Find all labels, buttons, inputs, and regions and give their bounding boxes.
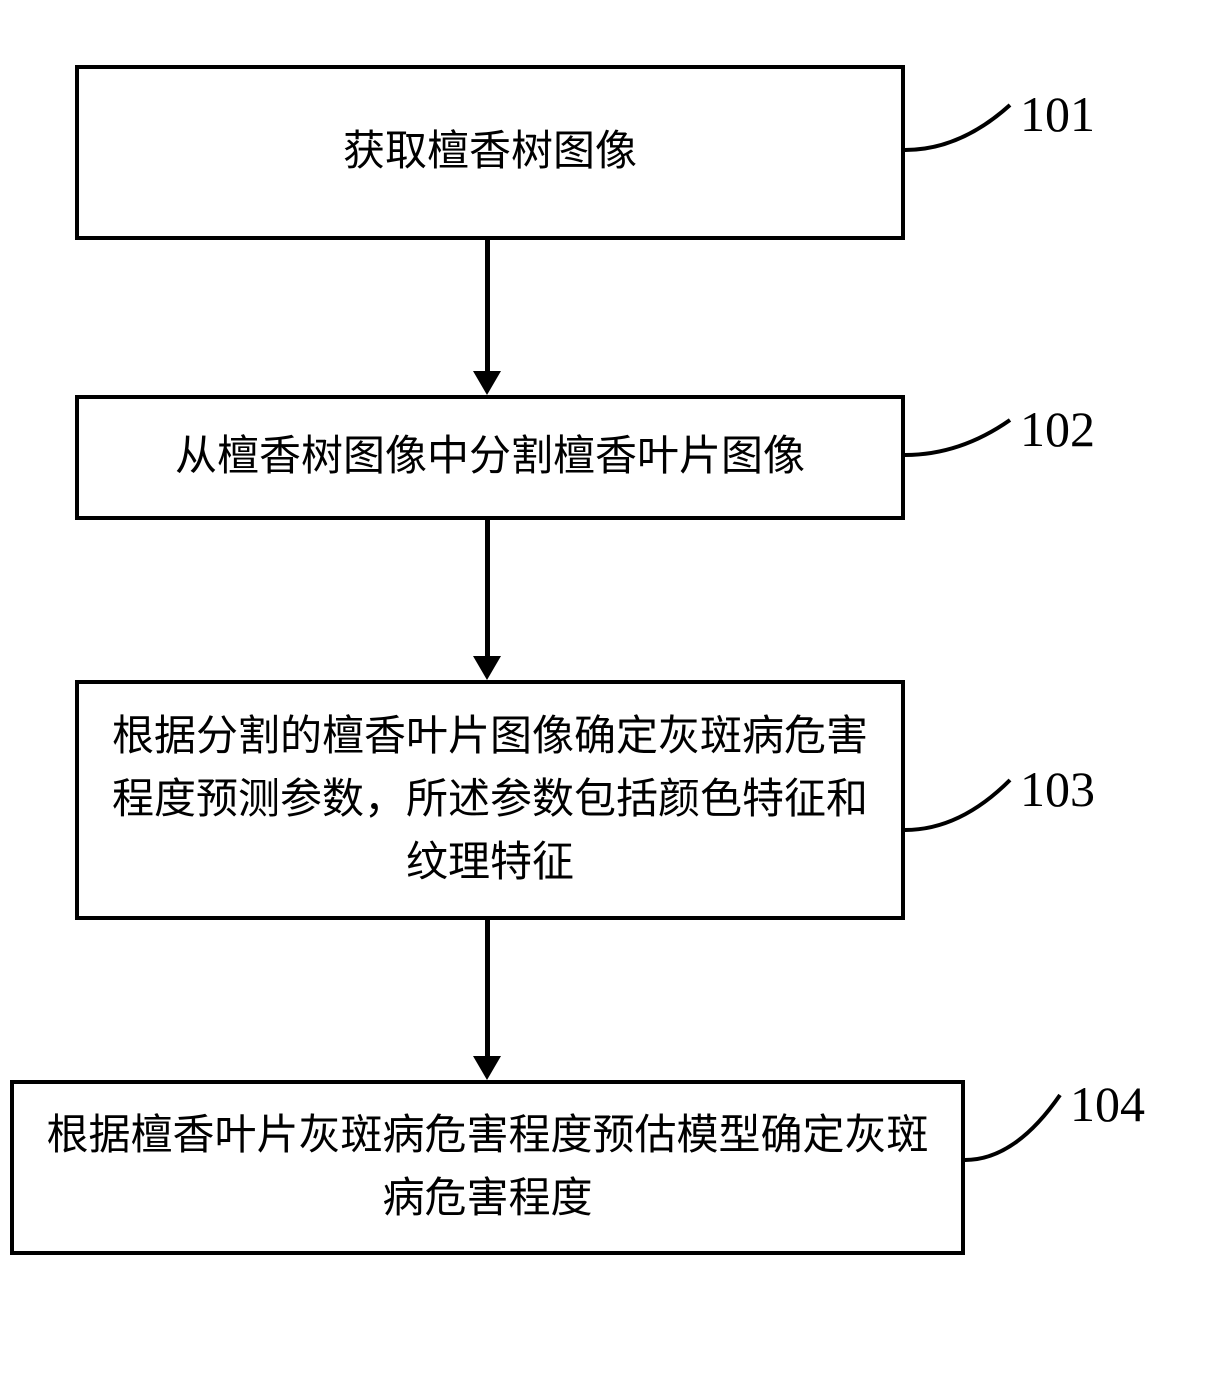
arrow-1-2 <box>485 240 490 373</box>
arrow-head-2-3 <box>473 656 501 680</box>
connector-2 <box>905 395 1025 470</box>
arrow-2-3 <box>485 520 490 658</box>
connector-3 <box>905 760 1025 845</box>
arrow-3-4 <box>485 920 490 1058</box>
label-101: 101 <box>1020 85 1095 143</box>
connector-4 <box>965 1075 1075 1175</box>
flowchart-step-2: 从檀香树图像中分割檀香叶片图像 <box>75 395 905 520</box>
label-102: 102 <box>1020 400 1095 458</box>
arrow-head-3-4 <box>473 1056 501 1080</box>
arrow-head-1-2 <box>473 371 501 395</box>
step-2-text: 从檀香树图像中分割檀香叶片图像 <box>175 426 805 489</box>
connector-1 <box>905 75 1025 165</box>
flowchart-container: 获取檀香树图像 101 从檀香树图像中分割檀香叶片图像 102 根据分割的檀香叶… <box>0 0 1206 1381</box>
flowchart-step-1: 获取檀香树图像 <box>75 65 905 240</box>
label-103: 103 <box>1020 760 1095 818</box>
flowchart-step-4: 根据檀香叶片灰斑病危害程度预估模型确定灰斑病危害程度 <box>10 1080 965 1255</box>
step-3-text: 根据分割的檀香叶片图像确定灰斑病危害程度预测参数，所述参数包括颜色特征和纹理特征 <box>109 706 871 895</box>
flowchart-step-3: 根据分割的檀香叶片图像确定灰斑病危害程度预测参数，所述参数包括颜色特征和纹理特征 <box>75 680 905 920</box>
step-1-text: 获取檀香树图像 <box>343 121 637 184</box>
label-104: 104 <box>1070 1075 1145 1133</box>
step-4-text: 根据檀香叶片灰斑病危害程度预估模型确定灰斑病危害程度 <box>44 1105 931 1231</box>
